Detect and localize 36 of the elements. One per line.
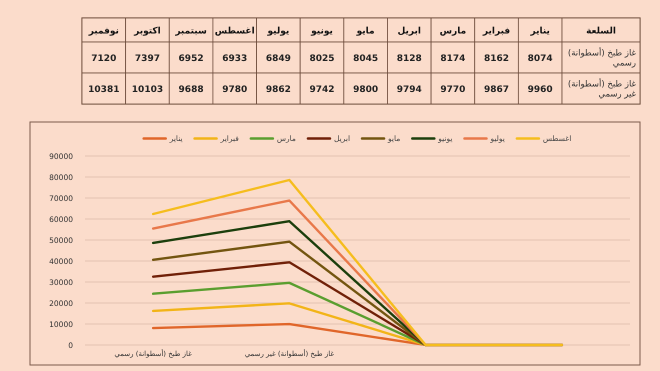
text: 7120: [91, 54, 116, 64]
text: 8174: [440, 54, 466, 64]
category-label: مارس: [440, 26, 466, 36]
text: 9867: [484, 85, 510, 95]
category-label: غاز طبخ (أسطوانة) غير رسمي: [568, 80, 636, 100]
category-label: سبتمبر: [174, 26, 207, 36]
text: 8025: [309, 54, 335, 64]
category-label: يوليو: [266, 26, 290, 36]
text: 8128: [396, 54, 422, 64]
category-label: فبراير: [482, 26, 510, 36]
text: 9960: [528, 85, 553, 95]
text: 9800: [353, 85, 378, 95]
category-label: مايو: [356, 26, 375, 36]
text: 9862: [266, 85, 291, 95]
text: 6849: [266, 54, 291, 64]
text: 9770: [440, 85, 466, 95]
category-label: نوفمبر: [88, 26, 119, 36]
text: 6933: [222, 54, 248, 64]
text: 8162: [484, 54, 510, 64]
text: 6952: [178, 54, 204, 64]
category-label: يونيو: [310, 26, 333, 36]
category-label: غاز طبخ (أسطوانة) رسمي: [568, 48, 636, 68]
text: 9794: [396, 85, 422, 95]
text: 10381: [88, 85, 120, 95]
text: 8045: [353, 54, 378, 64]
text: 9780: [222, 85, 248, 95]
text: 7397: [134, 54, 160, 64]
text: 8074: [528, 54, 553, 64]
text: السلعة: [586, 26, 616, 36]
category-label: اكتوبر: [133, 26, 161, 36]
category-label: اغسطس: [214, 26, 255, 36]
text: 9742: [309, 85, 335, 95]
category-label: ابريل: [398, 26, 422, 36]
text: 9688: [178, 85, 204, 95]
text: 10103: [132, 85, 164, 95]
category-label: يناير: [529, 26, 550, 36]
